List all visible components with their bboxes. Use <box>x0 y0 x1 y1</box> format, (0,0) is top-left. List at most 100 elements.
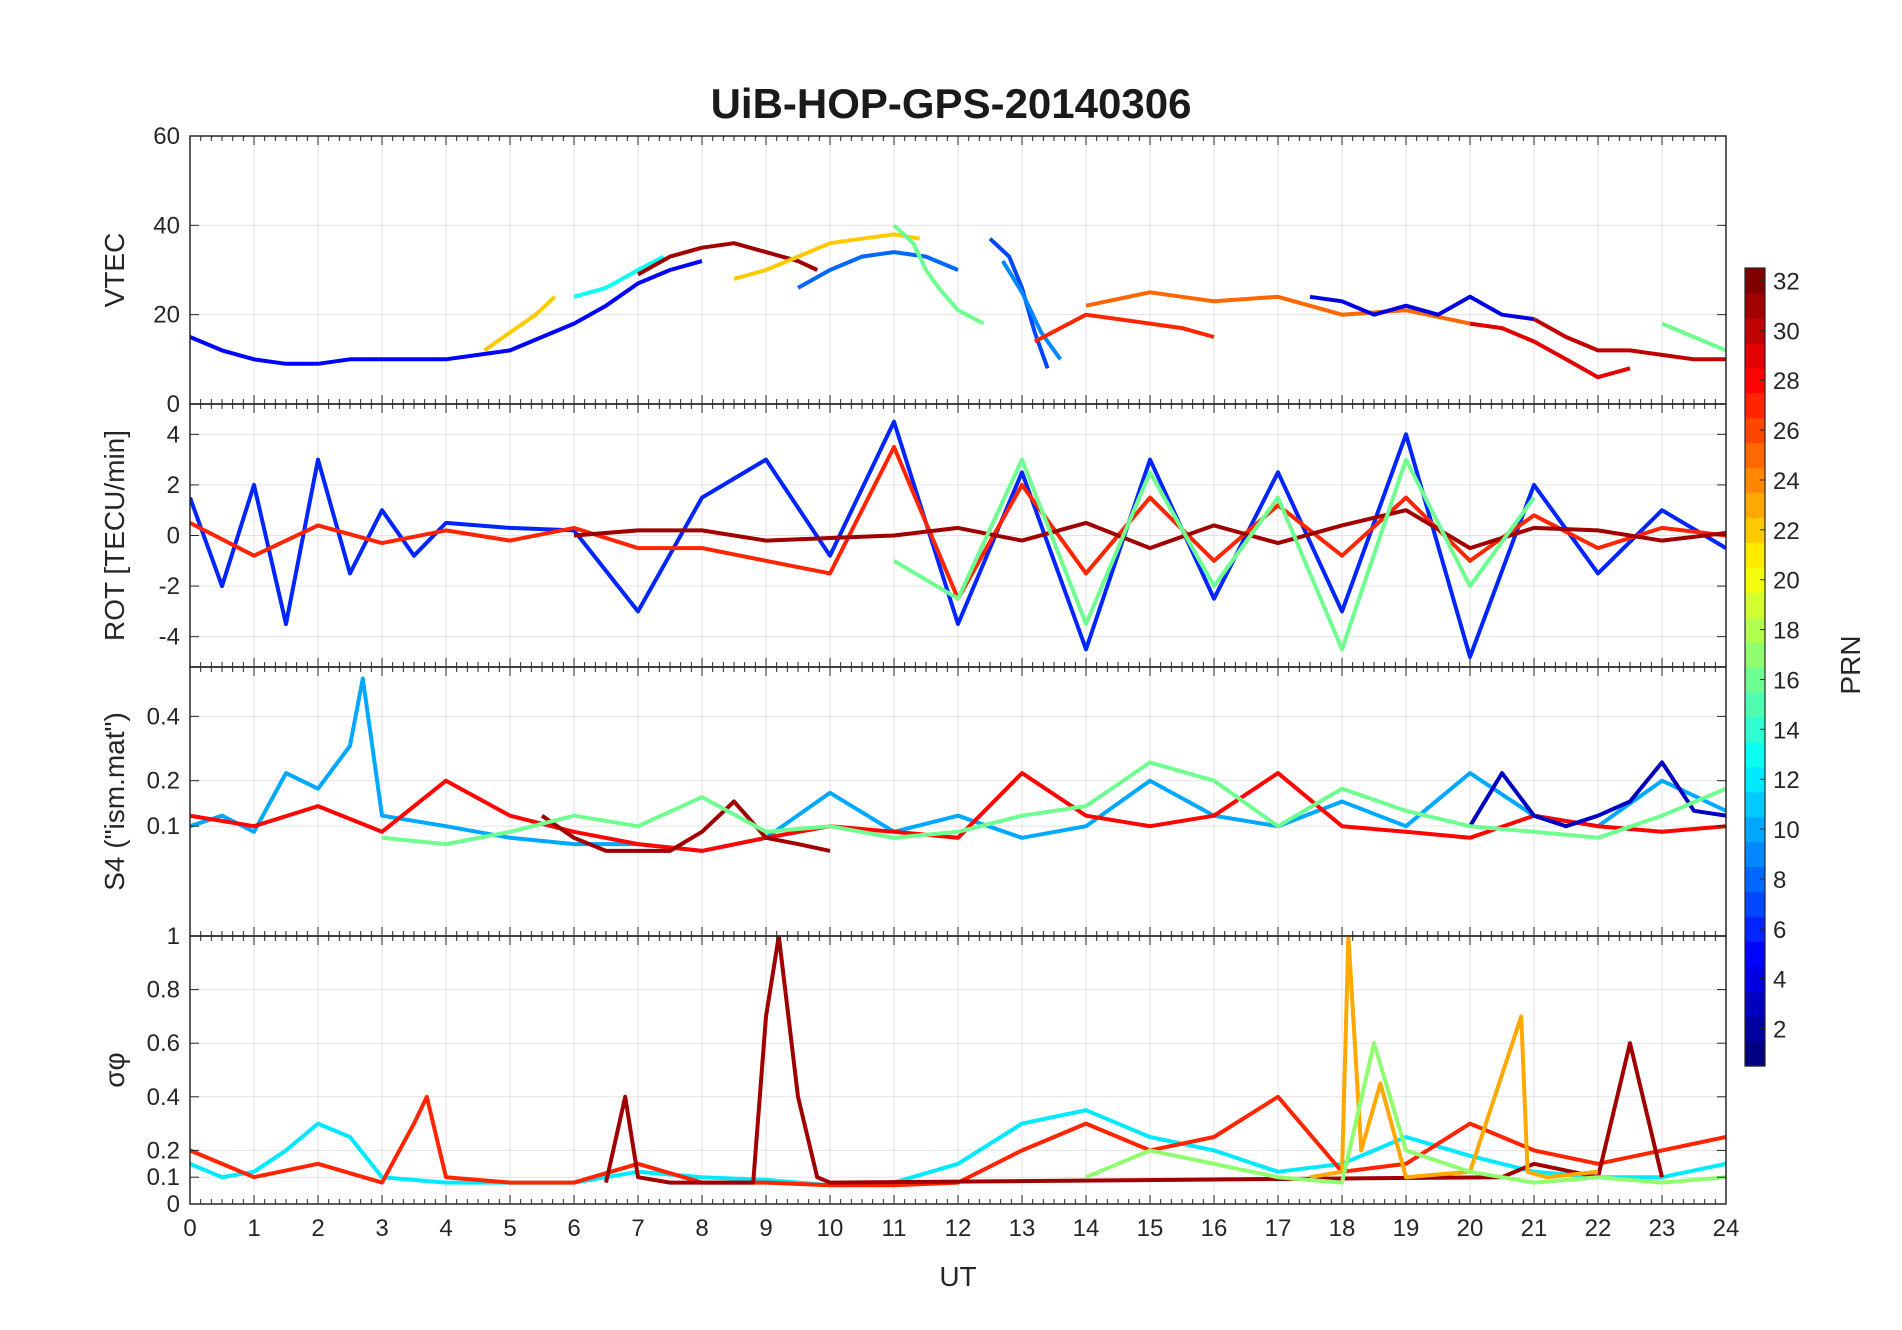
colorbar-tick-label: 14 <box>1773 717 1800 744</box>
colorbar-band <box>1745 841 1765 868</box>
x-tick-label: 13 <box>1009 1215 1036 1242</box>
colorbar-tick-label: 16 <box>1773 667 1800 694</box>
y-tick-label: 0.4 <box>147 1084 180 1111</box>
y-tick-label: 0 <box>167 1191 180 1218</box>
colorbar-tick-label: 20 <box>1773 568 1800 595</box>
y-tick-label: 0.2 <box>147 768 180 795</box>
x-tick-label: 4 <box>439 1215 452 1242</box>
y-tick-label: 0.2 <box>147 1137 180 1164</box>
series-line-prn-27 <box>190 1094 1726 1188</box>
colorbar-tick-label: 22 <box>1773 518 1800 545</box>
series-line-prn-16 <box>1661 321 1726 353</box>
series-line-prn-29 <box>1469 321 1631 380</box>
x-tick-label: 8 <box>695 1215 708 1242</box>
x-tick-label: 0 <box>183 1215 196 1242</box>
colorbar-band <box>1745 916 1765 942</box>
colorbar-band <box>1745 517 1765 543</box>
y-tick-label: 20 <box>153 302 180 329</box>
x-tick-label: 23 <box>1649 1215 1676 1242</box>
y-tick-label: 0 <box>167 523 180 550</box>
x-tick-label: 24 <box>1713 1215 1740 1242</box>
series-line-prn-31 <box>604 936 1664 1185</box>
x-tick-label: 10 <box>817 1215 844 1242</box>
colorbar-tick-label: 12 <box>1773 767 1800 794</box>
series-line-prn-22 <box>483 295 557 353</box>
x-tick-label: 9 <box>759 1215 772 1242</box>
colorbar-band <box>1745 367 1765 394</box>
colorbar-band <box>1745 1041 1765 1067</box>
colorbar-band <box>1745 292 1765 319</box>
series-line-prn-17 <box>1085 1041 1726 1185</box>
series-line-prn-28 <box>190 771 1726 853</box>
x-tick-label: 21 <box>1521 1215 1548 1242</box>
series-line-prn-31 <box>573 508 1726 551</box>
x-tick-label: 11 <box>882 1215 907 1242</box>
y-tick-label: 4 <box>167 421 180 448</box>
panel-1: 0 20 40 60 VTEC <box>99 123 1727 418</box>
x-tick-label: 7 <box>631 1215 644 1242</box>
y-tick-label: 1 <box>167 923 180 950</box>
series-group <box>190 676 1726 853</box>
chart-title: UiB-HOP-GPS-20140306 <box>711 80 1192 127</box>
series-line-prn-22 <box>733 232 920 281</box>
colorbar-band <box>1745 716 1765 743</box>
colorbar-band <box>1745 492 1765 518</box>
colorbar-tick-label: 32 <box>1773 268 1800 295</box>
colorbar-band <box>1745 941 1765 967</box>
colorbar-frame <box>1744 267 1766 1067</box>
x-axis-label: UT <box>939 1261 976 1292</box>
x-tick-label: 3 <box>375 1215 388 1242</box>
x-tick-label: 22 <box>1585 1215 1612 1242</box>
x-tick-label: 17 <box>1265 1215 1292 1242</box>
colorbar-band <box>1745 392 1765 419</box>
series-line-prn-13 <box>573 254 665 299</box>
y-tick-label: 0.1 <box>147 813 180 840</box>
colorbar-tick-label: 6 <box>1773 917 1786 944</box>
colorbar-tick-label: 2 <box>1773 1017 1786 1044</box>
colorbar-band <box>1745 891 1765 917</box>
y-tick-label: 2 <box>167 472 180 499</box>
y-tick-label: 0.6 <box>147 1030 180 1057</box>
colorbar-band <box>1745 592 1765 618</box>
colorbar-tick-label: 4 <box>1773 967 1786 994</box>
colorbar-band <box>1745 542 1765 568</box>
colorbar-band <box>1745 317 1765 344</box>
series-line-prn-3 <box>1468 760 1726 829</box>
colorbar-label: PRN <box>1835 635 1866 694</box>
x-tick-label: 19 <box>1393 1215 1420 1242</box>
y-axis-label: VTEC <box>99 233 130 308</box>
colorbar-tick-label: 28 <box>1773 368 1800 395</box>
colorbar-band <box>1745 766 1765 793</box>
colorbar-band <box>1745 741 1765 768</box>
series-line-prn-5 <box>190 259 703 366</box>
x-tick-label: 5 <box>503 1215 516 1242</box>
colorbar-band <box>1745 866 1765 893</box>
x-tick-label: 20 <box>1457 1215 1484 1242</box>
x-tick-label: 14 <box>1073 1215 1100 1242</box>
y-tick-label: -4 <box>159 624 180 651</box>
colorbar-band <box>1745 667 1765 693</box>
x-tick-label: 2 <box>311 1215 324 1242</box>
panel-3: 0.1 0.2 0.4 S4 ("ism.mat") <box>99 666 1727 937</box>
series-line-prn-4 <box>1309 294 1535 322</box>
colorbar-band <box>1745 991 1765 1017</box>
series-line-prn-23 <box>1309 936 1599 1180</box>
colorbar-band <box>1745 417 1765 444</box>
y-axis-label: σφ <box>99 1052 130 1087</box>
colorbar-band <box>1745 816 1765 843</box>
x-tick-label: 16 <box>1201 1215 1228 1242</box>
y-axis-label: S4 ("ism.mat") <box>99 712 130 891</box>
colorbar-band <box>1745 791 1765 818</box>
colorbar-tick-label: 26 <box>1773 418 1800 445</box>
x-tick-label: 12 <box>945 1215 972 1242</box>
series-line-prn-7 <box>988 237 1050 369</box>
colorbar-band <box>1745 268 1765 294</box>
colorbar-tick-label: 30 <box>1773 318 1800 345</box>
panel-2: -4 -2 0 2 4 ROT [TECU/min] <box>99 403 1727 668</box>
series-group <box>190 223 1726 380</box>
colorbar-tick-label: 8 <box>1773 867 1786 894</box>
series-line-prn-6 <box>190 419 1726 659</box>
